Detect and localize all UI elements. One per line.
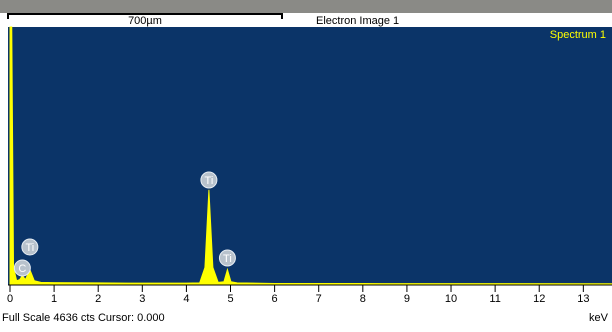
scale-bar	[7, 13, 283, 19]
peak-marker	[13, 259, 31, 277]
x-tick-label: 2	[95, 293, 101, 305]
x-tick-label: 5	[227, 293, 233, 305]
x-tick-label: 6	[272, 293, 278, 305]
scale-row	[0, 13, 612, 27]
x-tick-label: 9	[404, 293, 410, 305]
x-tick-label: 8	[360, 293, 366, 305]
peak-label: C	[18, 263, 26, 275]
x-tick-label: 1	[51, 293, 57, 305]
peak-label: Ti	[25, 242, 34, 254]
peak-marker	[218, 249, 236, 267]
spectrum-title: Spectrum 1	[550, 29, 606, 41]
x-tick-label: 11	[489, 293, 500, 305]
x-tick-label: 12	[533, 293, 545, 305]
image-strip	[0, 0, 612, 13]
peak-marker	[21, 238, 39, 256]
scale-bar-label: 700µm	[128, 15, 162, 27]
x-tick-label: 13	[577, 293, 589, 305]
x-tick-label: 3	[139, 293, 145, 305]
peak-label: Ti	[205, 175, 214, 187]
x-tick-label: 7	[316, 293, 322, 305]
plot-area	[8, 27, 612, 285]
x-axis-label: keV	[589, 312, 609, 324]
x-tick-label: 10	[445, 293, 457, 305]
image-label: Electron Image 1	[316, 15, 399, 27]
x-tick-label: 4	[183, 293, 189, 305]
peak-label: Ti	[223, 253, 232, 265]
status-text: Full Scale 4636 cts Cursor: 0.000	[2, 312, 165, 324]
x-tick-label: 0	[7, 293, 13, 305]
peak-marker	[200, 171, 218, 189]
